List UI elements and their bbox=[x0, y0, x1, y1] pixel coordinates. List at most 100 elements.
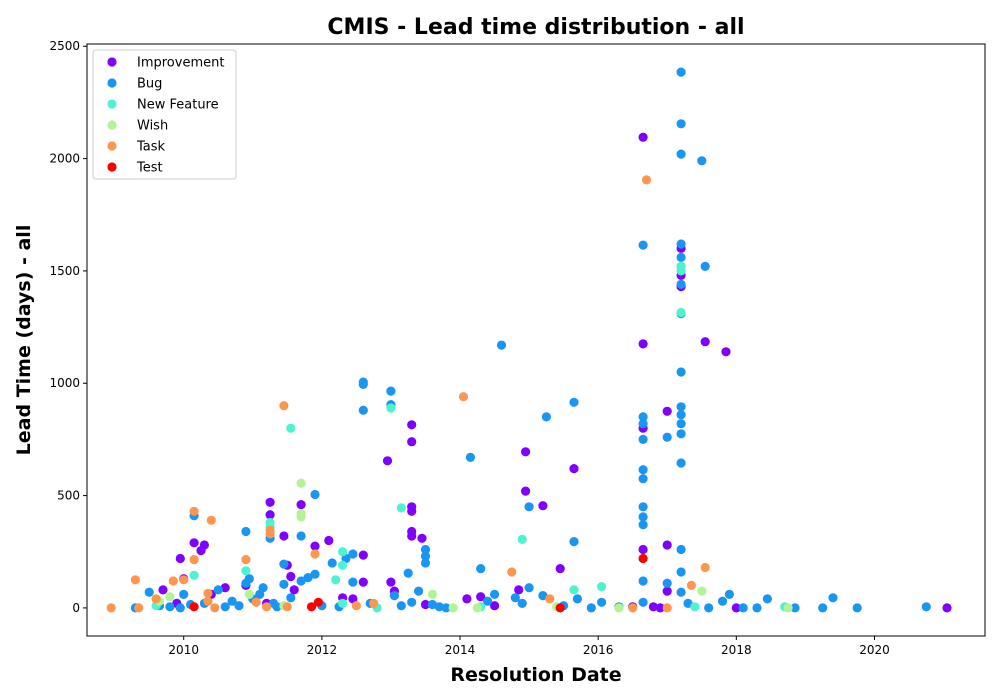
data-point bbox=[752, 603, 762, 613]
data-point bbox=[407, 506, 417, 516]
data-point bbox=[496, 340, 507, 350]
data-point bbox=[472, 603, 482, 613]
data-point bbox=[168, 576, 178, 586]
data-point bbox=[279, 401, 289, 411]
data-point bbox=[348, 549, 358, 559]
data-point bbox=[638, 419, 648, 429]
data-point bbox=[704, 603, 714, 613]
legend-label: Test bbox=[136, 161, 163, 176]
chart-title: CMIS - Lead time distribution - all bbox=[327, 15, 744, 40]
data-point bbox=[296, 478, 306, 488]
data-point bbox=[724, 589, 735, 600]
y-tick-label: 1000 bbox=[49, 376, 80, 390]
data-point bbox=[420, 544, 431, 555]
data-point bbox=[220, 602, 230, 612]
data-point bbox=[310, 541, 320, 551]
data-point bbox=[220, 583, 230, 593]
data-point bbox=[403, 568, 413, 578]
data-point bbox=[676, 252, 686, 262]
data-point bbox=[828, 593, 838, 603]
data-point bbox=[244, 589, 254, 600]
data-point bbox=[130, 575, 140, 585]
points-layer bbox=[106, 67, 952, 613]
data-point bbox=[427, 589, 437, 600]
data-point bbox=[296, 531, 306, 541]
data-point bbox=[134, 603, 144, 613]
data-point bbox=[338, 598, 348, 609]
data-point bbox=[676, 458, 686, 468]
data-point bbox=[396, 503, 406, 513]
data-point bbox=[279, 559, 289, 569]
data-point bbox=[448, 603, 458, 613]
data-point bbox=[697, 156, 707, 166]
data-point bbox=[265, 510, 275, 520]
y-tick-label: 500 bbox=[57, 489, 80, 503]
data-point bbox=[241, 526, 251, 537]
y-tick-label: 2000 bbox=[49, 152, 80, 166]
legend-marker bbox=[107, 141, 117, 151]
data-point bbox=[597, 582, 607, 592]
data-point bbox=[662, 540, 672, 550]
data-point bbox=[179, 589, 189, 600]
data-point bbox=[541, 412, 552, 422]
data-point bbox=[327, 558, 337, 568]
y-axis: 0 500 1000 1500 2000 2500 bbox=[49, 39, 87, 615]
data-point bbox=[313, 597, 323, 607]
data-point bbox=[676, 410, 686, 420]
data-point bbox=[676, 119, 686, 129]
data-point bbox=[407, 437, 417, 447]
data-point bbox=[638, 512, 648, 522]
data-point bbox=[289, 585, 299, 595]
data-point bbox=[244, 574, 254, 584]
x-tick-label: 2010 bbox=[168, 643, 199, 657]
data-point bbox=[251, 597, 261, 607]
data-point bbox=[738, 603, 748, 613]
data-point bbox=[458, 392, 469, 402]
data-point bbox=[921, 602, 931, 612]
legend: Improvement Bug New Feature Wish Task Test bbox=[92, 49, 237, 180]
data-point bbox=[348, 594, 358, 604]
x-tick-label: 2014 bbox=[445, 643, 476, 657]
data-point bbox=[282, 602, 292, 612]
data-point bbox=[641, 175, 652, 185]
data-point bbox=[348, 577, 358, 587]
data-point bbox=[700, 337, 710, 347]
data-point bbox=[662, 578, 672, 588]
data-point bbox=[396, 601, 406, 611]
data-point bbox=[628, 603, 638, 613]
legend-label: Wish bbox=[137, 119, 168, 134]
data-point bbox=[638, 520, 648, 530]
data-point bbox=[386, 577, 396, 587]
data-point bbox=[538, 591, 548, 601]
data-point bbox=[179, 575, 189, 585]
data-point bbox=[213, 585, 223, 595]
data-point bbox=[420, 551, 431, 561]
data-point bbox=[490, 589, 500, 600]
data-point bbox=[700, 562, 710, 573]
data-point bbox=[676, 567, 686, 577]
data-point bbox=[310, 549, 320, 559]
data-point bbox=[510, 593, 520, 603]
data-point bbox=[241, 566, 251, 576]
data-point bbox=[569, 464, 579, 474]
data-point bbox=[690, 602, 700, 612]
data-point bbox=[676, 402, 686, 412]
data-point bbox=[210, 603, 220, 613]
data-point bbox=[721, 347, 731, 357]
x-tick-label: 2012 bbox=[307, 643, 338, 657]
data-point bbox=[638, 544, 648, 555]
data-point bbox=[676, 587, 686, 597]
legend-frame bbox=[92, 49, 237, 180]
data-point bbox=[358, 550, 368, 560]
data-point bbox=[676, 544, 686, 555]
data-point bbox=[638, 502, 648, 512]
data-point bbox=[358, 577, 368, 587]
data-point bbox=[818, 603, 828, 613]
data-point bbox=[638, 553, 648, 564]
data-point bbox=[158, 585, 168, 595]
data-point bbox=[331, 575, 341, 585]
data-point bbox=[262, 602, 272, 612]
data-point bbox=[279, 579, 289, 589]
data-point bbox=[382, 456, 393, 466]
data-point bbox=[731, 603, 741, 613]
